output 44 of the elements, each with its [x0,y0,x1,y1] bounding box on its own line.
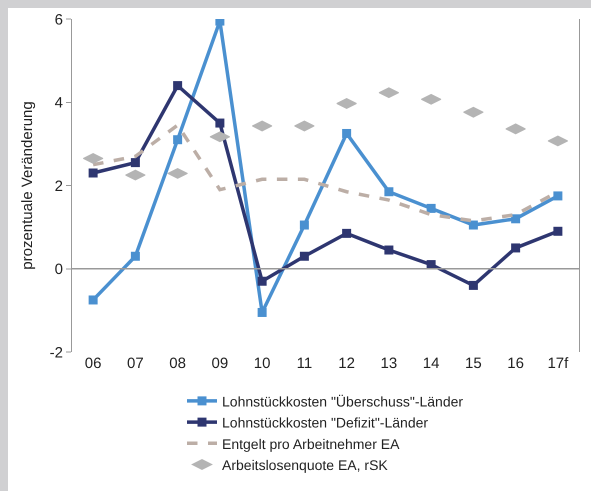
point [342,228,352,238]
point [300,252,309,261]
x-tick-label: 08 [169,355,186,372]
point [173,135,182,144]
point [553,191,562,200]
x-tick-label: 11 [296,355,312,372]
x-tick-label: 13 [380,355,398,372]
legend-label: Lohnstückkosten "Überschuss"-Länder [222,393,464,410]
x-tick-label: 16 [507,355,524,372]
point [511,214,520,224]
x-tick-label: 12 [338,355,355,372]
y-tick-label: 0 [54,261,63,278]
x-tick-label: 17f [547,355,570,372]
point [511,243,520,252]
point [215,118,224,128]
y-axis-title: prozentuale Veränderung [19,101,36,270]
point [130,252,140,261]
legend-label: Entgelt pro Arbeitnehmer EA [222,436,400,452]
legend-label: Lohnstückkosten "Defizit"-Länder [222,414,428,431]
point [468,220,478,230]
x-tick-label: 15 [465,355,482,372]
y-tick-label: 6 [54,11,63,28]
y-tick-label: 2 [54,178,63,195]
x-tick-label: 10 [254,355,270,372]
point [342,128,352,138]
point [426,204,436,213]
point [384,187,394,196]
y-tick-label: 4 [54,94,63,112]
x-tick-label: 14 [422,355,440,372]
point [384,246,394,255]
y-tick-label: -2 [50,344,63,362]
x-tick-label: 06 [84,355,102,372]
point [258,276,267,286]
point [300,220,309,230]
legend-label: Arbeitslosenquote EA, rSK [222,456,388,473]
x-tick-label: 09 [212,355,228,372]
point [130,158,140,168]
point [173,81,182,90]
point [88,295,98,304]
point [88,168,98,178]
point [553,226,562,236]
x-tick-label: 07 [127,355,144,372]
point [468,280,478,290]
point [258,308,267,317]
